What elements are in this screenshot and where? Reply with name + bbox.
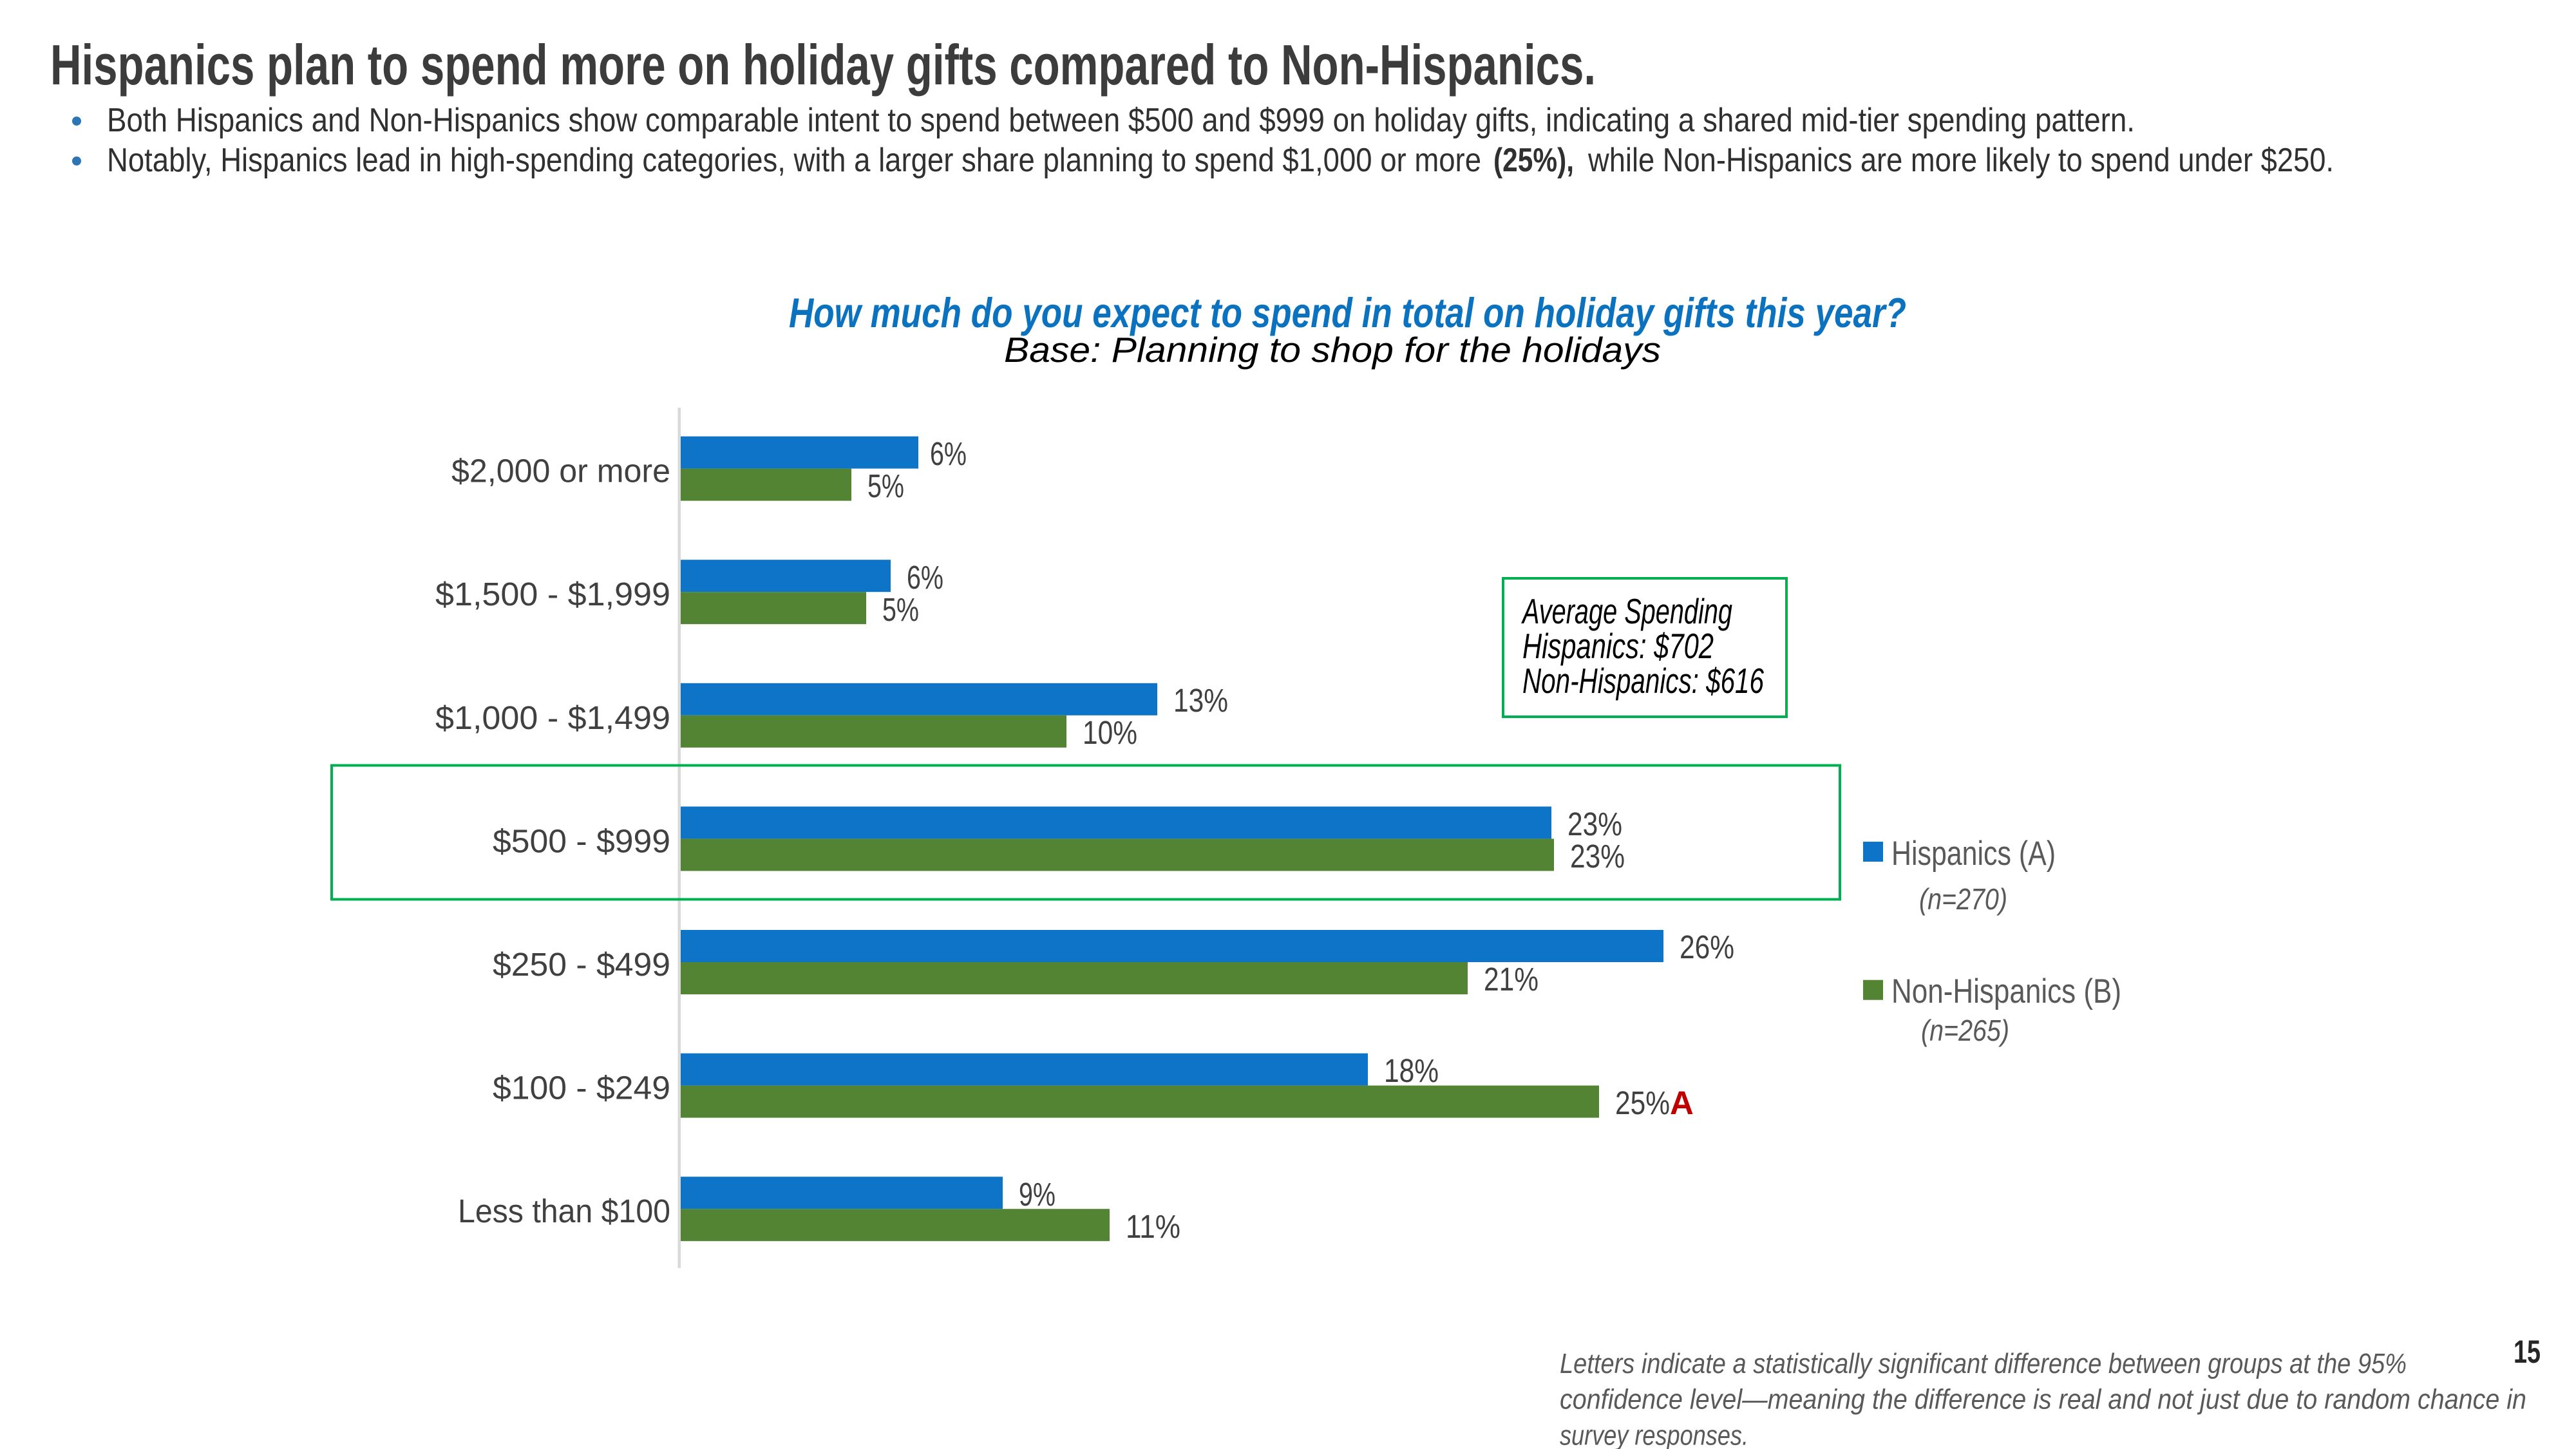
svg-text:15: 15: [2514, 1334, 2541, 1370]
svg-text:5%: 5%: [882, 591, 919, 628]
svg-text:Hispanics plan to spend more o: Hispanics plan to spend more on holiday …: [50, 33, 1596, 97]
svg-text:Average Spending: Average Spending: [1521, 591, 1732, 631]
svg-text:5%: 5%: [867, 468, 904, 504]
svg-text:Non-Hispanics: $616: Non-Hispanics: $616: [1522, 661, 1764, 701]
svg-text:Notably, Hispanics lead in hig: Notably, Hispanics lead in high-spending…: [107, 142, 1481, 179]
svg-text:25%: 25%: [1615, 1084, 1670, 1121]
svg-text:23%: 23%: [1567, 806, 1622, 842]
svg-text:Hispanics (A): Hispanics (A): [1891, 835, 2056, 873]
svg-text:$500 - $999: $500 - $999: [493, 822, 670, 859]
svg-text:26%: 26%: [1680, 929, 1734, 965]
svg-text:Base: Planning to shop for the: Base: Planning to shop for the holidays: [1004, 330, 1661, 370]
svg-text:confidence level—meaning the d: confidence level—meaning the difference …: [1560, 1384, 2526, 1416]
svg-text:Letters indicate a statistical: Letters indicate a statistically signifi…: [1560, 1348, 2407, 1379]
svg-text:$2,000 or more: $2,000 or more: [451, 453, 670, 489]
svg-text:11%: 11%: [1126, 1208, 1180, 1245]
svg-text:while Non-Hispanics are more l: while Non-Hispanics are more likely to s…: [1587, 142, 2334, 179]
svg-text:(n=265): (n=265): [1921, 1014, 2009, 1047]
svg-text:6%: 6%: [907, 559, 943, 596]
svg-text:Non-Hispanics (B): Non-Hispanics (B): [1891, 972, 2121, 1010]
svg-text:Less than $100: Less than $100: [458, 1193, 670, 1229]
svg-text:21%: 21%: [1484, 961, 1539, 998]
svg-text:$1,500 - $1,999: $1,500 - $1,999: [435, 576, 670, 612]
svg-text:Hispanics: $702: Hispanics: $702: [1522, 626, 1714, 666]
svg-text:survey responses.: survey responses.: [1560, 1420, 1748, 1449]
svg-text:Both Hispanics and Non-Hispani: Both Hispanics and Non-Hispanics show co…: [107, 102, 2135, 139]
svg-text:23%: 23%: [1570, 838, 1625, 875]
svg-text:9%: 9%: [1019, 1176, 1056, 1213]
svg-text:How much do you expect to spen: How much do you expect to spend in total…: [789, 289, 1906, 336]
svg-text:(n=270): (n=270): [1919, 882, 2007, 916]
svg-text:$1,000 - $1,499: $1,000 - $1,499: [435, 699, 670, 736]
svg-text:10%: 10%: [1083, 714, 1137, 751]
svg-text:18%: 18%: [1384, 1052, 1439, 1089]
svg-text:A: A: [1670, 1084, 1694, 1121]
svg-text:$100 - $249: $100 - $249: [493, 1070, 670, 1106]
svg-text:(25%),: (25%),: [1493, 142, 1574, 179]
svg-text:6%: 6%: [930, 435, 967, 472]
svg-text:$250 - $499: $250 - $499: [493, 946, 670, 983]
svg-text:13%: 13%: [1173, 682, 1228, 719]
